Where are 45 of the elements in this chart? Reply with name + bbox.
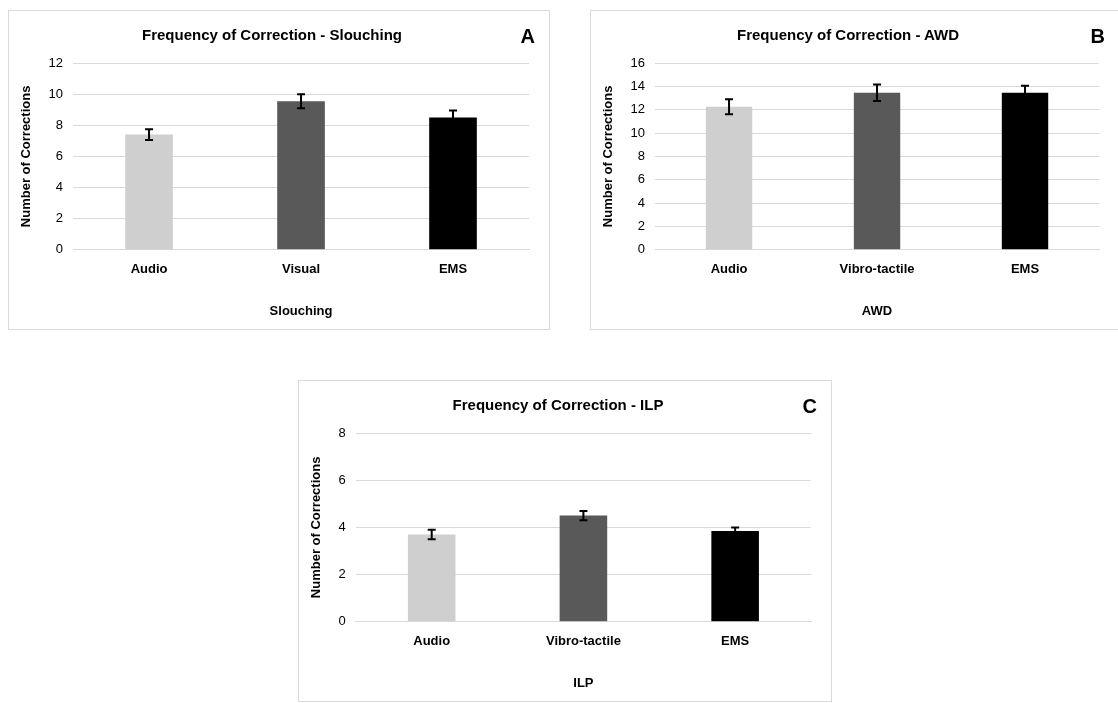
y-tick-label: 10 <box>630 124 646 140</box>
x-tick-label: Audio <box>130 261 168 277</box>
chart-title: Frequency of Correction - AWD <box>737 26 960 44</box>
y-tick-label: 4 <box>637 194 646 210</box>
bar <box>277 101 325 250</box>
y-tick-label: 14 <box>630 77 646 93</box>
y-tick-label: 8 <box>637 147 646 163</box>
text: B <box>1090 24 1105 47</box>
x-tick-label: EMS <box>721 633 750 649</box>
x-axis-title: ILP <box>573 674 594 690</box>
x-axis-title: Slouching <box>269 302 333 318</box>
bar <box>559 515 608 622</box>
y-tick-label: 8 <box>338 424 346 440</box>
y-tick-label: 0 <box>637 241 646 257</box>
chart-title: Frequency of Correction - ILP <box>452 396 664 414</box>
x-tick-label: Vibro-tactile <box>839 261 915 277</box>
x-tick-label: Audio <box>413 633 451 649</box>
y-tick-label: 8 <box>55 116 64 132</box>
y-tick-label: 6 <box>637 171 646 187</box>
y-tick-label: 12 <box>48 54 64 70</box>
y-axis-title: Number of Corrections <box>18 85 34 228</box>
y-tick-label: 2 <box>55 210 64 226</box>
text: C <box>802 394 817 417</box>
y-tick-label: 6 <box>338 471 346 487</box>
y-tick-label: 6 <box>55 147 64 163</box>
y-tick-label: 0 <box>55 241 64 257</box>
y-tick-label: 2 <box>338 566 346 582</box>
x-axis-title: AWD <box>861 302 893 318</box>
x-tick-label: Audio <box>710 261 748 277</box>
y-tick-label: 16 <box>630 54 646 70</box>
y-axis-title: Number of Corrections <box>308 456 324 599</box>
text: A <box>520 24 535 47</box>
y-tick-label: 0 <box>338 613 346 629</box>
y-tick-label: 12 <box>630 101 646 117</box>
x-tick-label: EMS <box>1010 261 1040 277</box>
bar <box>711 530 759 622</box>
x-tick-label: Visual <box>282 261 321 277</box>
y-axis-title: Number of Corrections <box>600 85 616 228</box>
y-tick-label: 2 <box>637 218 646 234</box>
y-tick-label: 4 <box>338 518 346 534</box>
x-tick-label: EMS <box>438 261 468 277</box>
chart-title: Frequency of Correction - Slouching <box>141 26 403 44</box>
y-tick-label: 10 <box>48 85 64 101</box>
y-tick-label: 4 <box>55 179 64 195</box>
x-tick-label: Vibro-tactile <box>545 633 621 649</box>
